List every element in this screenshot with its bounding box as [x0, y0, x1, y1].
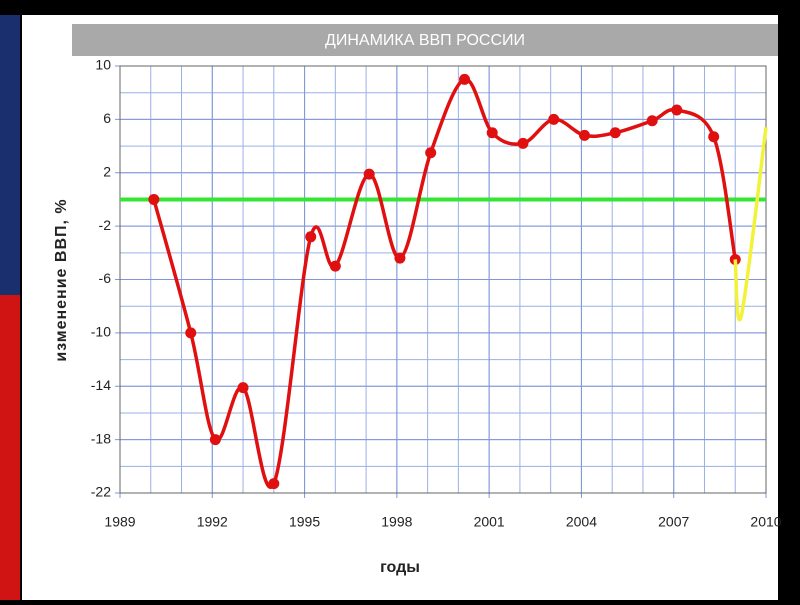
data-point	[609, 127, 621, 139]
data-point	[646, 115, 658, 127]
plot-frame	[119, 65, 767, 494]
x-tick-label: 2001	[474, 514, 505, 530]
y-tick-label: 6	[103, 110, 111, 126]
chart-title: ДИНАМИКА ВВП РОССИИ	[325, 32, 525, 49]
x-axis-title: годы	[380, 559, 420, 576]
data-point	[329, 260, 341, 272]
left-stripe-red	[0, 295, 20, 600]
y-tick-label: 2	[103, 163, 111, 179]
x-tick-label: 2007	[658, 514, 689, 530]
x-tick-label: 1995	[289, 514, 320, 530]
slide-panel	[22, 15, 778, 600]
series-line	[733, 127, 768, 322]
title-bar	[72, 24, 778, 56]
y-tick-label: -18	[91, 430, 111, 446]
y-tick-label: -10	[91, 324, 111, 340]
data-point	[363, 168, 375, 180]
left-stripe-blue	[0, 15, 20, 295]
y-axis-title: изменение ВВП, %	[53, 198, 70, 361]
y-tick-label: -14	[91, 377, 111, 393]
data-point	[517, 137, 529, 149]
x-tick-label: 1998	[381, 514, 412, 530]
data-point	[148, 193, 160, 205]
data-point	[548, 113, 560, 125]
x-tick-label: 1992	[197, 514, 228, 530]
y-tick-label: -2	[99, 217, 112, 233]
y-tick-label: -22	[91, 484, 111, 500]
x-tick-label: 2010	[750, 514, 781, 530]
data-point	[209, 434, 221, 446]
data-point	[459, 73, 471, 85]
data-point	[425, 147, 437, 159]
data-point	[486, 127, 498, 139]
y-tick-label: 10	[95, 57, 111, 73]
x-tick-label: 2004	[566, 514, 597, 530]
y-tick-label: -6	[99, 270, 112, 286]
data-point	[671, 104, 683, 116]
data-point	[708, 131, 720, 143]
data-point	[185, 327, 197, 339]
data-point	[237, 382, 249, 394]
data-point	[305, 231, 317, 243]
x-tick-label: 1989	[104, 514, 135, 530]
data-point	[268, 478, 280, 490]
data-point	[394, 252, 406, 264]
data-point	[579, 129, 591, 141]
